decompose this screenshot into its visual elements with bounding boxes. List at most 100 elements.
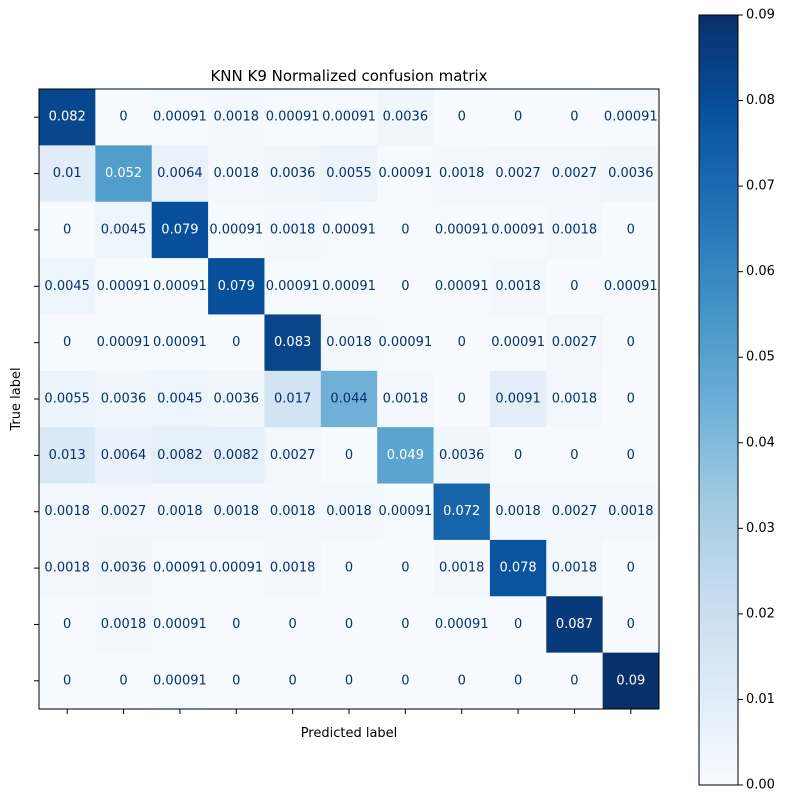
- cell-value-label: 0.0018: [214, 110, 260, 125]
- heatmap-cell: [489, 483, 547, 541]
- heatmap-cell: [208, 370, 265, 428]
- heatmap-cell: [546, 427, 604, 484]
- cell-value-label: 0: [627, 392, 635, 407]
- cell-value-label: 0: [119, 673, 127, 688]
- heatmap-cell: [208, 596, 265, 654]
- cell-value-label: 0: [401, 561, 409, 576]
- heatmap-cell: [208, 89, 265, 146]
- heatmap-cell: [264, 483, 322, 541]
- cell-value-label: 0.0018: [214, 166, 260, 181]
- cell-value-label: 0.079: [218, 279, 255, 294]
- cell-value-label: 0.0027: [101, 504, 147, 519]
- chart-title: KNN K9 Normalized confusion matrix: [210, 67, 487, 85]
- heatmap-cell: [39, 427, 96, 484]
- heatmap-cell: [377, 258, 434, 315]
- heatmap-cell: [39, 652, 96, 710]
- cell-value-label: 0.00091: [604, 279, 658, 294]
- heatmap-cell: [602, 652, 660, 710]
- cell-value-label: 0.00091: [153, 110, 207, 125]
- heatmap-cell: [377, 145, 434, 203]
- cell-value-label: 0.0027: [552, 335, 598, 350]
- heatmap-cell: [489, 539, 547, 597]
- heatmap-cell: [264, 652, 322, 710]
- heatmap-cell: [602, 145, 660, 203]
- cell-value-label: 0.00091: [97, 279, 151, 294]
- heatmap-cell: [320, 314, 378, 372]
- heatmap-cell: [151, 427, 209, 484]
- cell-value-label: 0.00091: [209, 561, 263, 576]
- heatmap-cell: [489, 258, 547, 315]
- cell-value-label: 0: [63, 617, 71, 632]
- colorbar-tick-label: 0.08: [746, 93, 775, 108]
- heatmap-cell: [546, 201, 604, 259]
- heatmap-cell: [264, 539, 322, 597]
- heatmap-cell: [151, 145, 209, 203]
- cell-value-label: 0.0018: [383, 392, 429, 407]
- cell-value-label: 0: [345, 617, 353, 632]
- heatmap-cell: [320, 652, 378, 710]
- cell-value-label: 0.0036: [608, 166, 654, 181]
- heatmap-cell: [433, 145, 491, 203]
- heatmap-cell: [489, 145, 547, 203]
- cell-value-label: 0.0082: [214, 448, 260, 463]
- cell-value-label: 0: [627, 448, 635, 463]
- cell-value-label: 0.0036: [270, 166, 316, 181]
- heatmap-cell: [602, 314, 660, 372]
- heatmap-cell: [320, 483, 378, 541]
- colorbar: [698, 14, 739, 786]
- heatmap-cell: [95, 145, 153, 203]
- heatmap-cell: [433, 258, 491, 315]
- heatmap-cell: [39, 539, 96, 597]
- cell-value-label: 0.0018: [44, 504, 90, 519]
- heatmap-cell: [546, 596, 604, 654]
- cell-value-label: 0: [458, 673, 466, 688]
- heatmap-cell: [151, 596, 209, 654]
- cell-value-label: 0.013: [49, 448, 86, 463]
- cell-value-label: 0.0018: [608, 504, 654, 519]
- heatmap-cell: [602, 483, 660, 541]
- heatmap-cell: [489, 314, 547, 372]
- cell-value-label: 0.0045: [101, 222, 147, 237]
- heatmap-cell: [208, 539, 265, 597]
- cell-value-label: 0.044: [330, 392, 367, 407]
- heatmap-cell: [95, 201, 153, 259]
- heatmap-cell: [377, 89, 434, 146]
- heatmap-cell: [489, 89, 547, 146]
- heatmap-cell: [320, 89, 378, 146]
- heatmap-cell: [95, 539, 153, 597]
- cell-value-label: 0.0027: [270, 448, 316, 463]
- heatmap-cell: [208, 145, 265, 203]
- cell-value-label: 0.0018: [326, 335, 372, 350]
- cell-value-label: 0.00091: [604, 110, 658, 125]
- cell-value-label: 0: [570, 673, 578, 688]
- heatmap-cell: [320, 427, 378, 484]
- heatmap-cell: [602, 258, 660, 315]
- heatmap-cell: [602, 370, 660, 428]
- cell-value-label: 0.0018: [270, 561, 316, 576]
- heatmap-cell: [208, 427, 265, 484]
- heatmap-cell: [264, 89, 322, 146]
- cell-value-label: 0.0082: [157, 448, 203, 463]
- cell-value-label: 0.00091: [378, 335, 432, 350]
- heatmap-cell: [546, 89, 604, 146]
- heatmap-cell: [489, 596, 547, 654]
- heatmap-cell: [433, 483, 491, 541]
- x-axis-ticks: [66, 709, 632, 714]
- cell-value-label: 0: [401, 222, 409, 237]
- heatmap-cell: [264, 596, 322, 654]
- cell-value-label: 0.0027: [495, 166, 541, 181]
- heatmap-cell: [151, 652, 209, 710]
- heatmap-cell: [151, 483, 209, 541]
- cell-value-label: 0.00091: [209, 222, 263, 237]
- cell-value-label: 0.0018: [552, 561, 598, 576]
- heatmap-cell: [264, 258, 322, 315]
- cell-value-label: 0.0018: [44, 561, 90, 576]
- heatmap-cell: [602, 427, 660, 484]
- colorbar-ticks: 0.00 0.01 0.02 0.03 0.04 0.05 0.06 0.07 0.08 0.09: [738, 8, 775, 793]
- cell-value-label: 0.00091: [378, 504, 432, 519]
- heatmap-cell: [264, 201, 322, 259]
- heatmap-cell: [602, 201, 660, 259]
- heatmap-cell: [151, 201, 209, 259]
- heatmap-cell: [433, 596, 491, 654]
